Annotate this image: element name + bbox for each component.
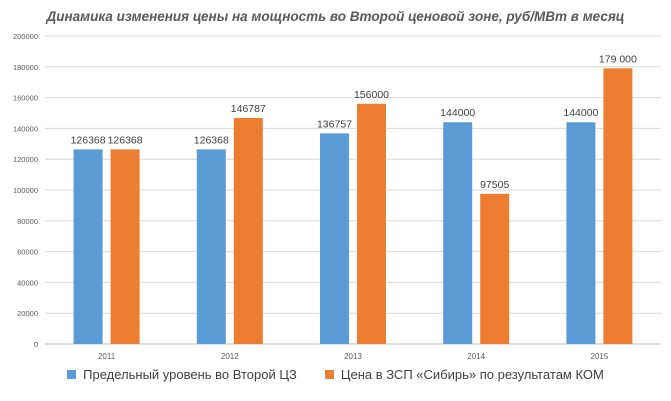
y-tick-label: 160000 [13, 94, 38, 103]
bar-series-2 [110, 149, 140, 344]
data-label: 126368 [194, 134, 229, 146]
y-tick-label: 180000 [13, 63, 38, 72]
legend-label-series-1: Предельный уровень во Второй ЦЗ [83, 367, 297, 382]
x-tick-label: 2013 [344, 352, 362, 361]
x-tick-label: 2015 [591, 352, 609, 361]
legend-swatch-series-1 [67, 370, 77, 379]
y-tick-label: 0 [34, 340, 38, 349]
y-tick-label: 80000 [17, 217, 38, 226]
data-label: 179 000 [599, 53, 637, 65]
data-label: 144000 [563, 107, 598, 119]
bar-series-1 [443, 122, 473, 345]
data-label: 136757 [317, 118, 352, 130]
bar-series-2 [603, 68, 633, 344]
chart-legend: Предельный уровень во Второй ЦЗ Цена в З… [0, 367, 671, 382]
data-label: 146787 [231, 103, 266, 115]
x-tick-label: 2012 [221, 352, 239, 361]
bar-series-2 [357, 103, 386, 344]
data-label: 156000 [354, 89, 389, 101]
x-tick-label: 2014 [467, 352, 485, 361]
y-tick-label: 100000 [13, 186, 38, 195]
data-label: 97505 [480, 179, 509, 191]
data-label: 126368 [71, 134, 106, 146]
x-tick-label: 2011 [98, 352, 116, 361]
bar-series-1 [320, 133, 349, 344]
y-tick-label: 40000 [17, 278, 38, 287]
bar-series-2 [480, 193, 510, 344]
y-tick-label: 20000 [17, 309, 38, 318]
y-tick-label: 140000 [13, 124, 38, 133]
legend-label-series-2: Цена в ЗСП «Сибирь» по результатам КОМ [340, 367, 604, 382]
legend-item-series-1: Предельный уровень во Второй ЦЗ [67, 367, 297, 382]
chart-title: Динамика изменения цены на мощность во В… [46, 9, 625, 24]
legend-item-series-2: Цена в ЗСП «Сибирь» по результатам КОМ [324, 367, 604, 382]
data-label: 144000 [440, 107, 475, 119]
y-tick-label: 200000 [13, 32, 38, 41]
bar-series-2 [233, 117, 263, 344]
data-label: 126368 [108, 134, 143, 146]
bar-series-1 [73, 149, 103, 344]
y-tick-label: 120000 [13, 155, 38, 164]
bar-series-1 [196, 149, 226, 344]
legend-swatch-series-2 [324, 370, 334, 379]
y-tick-label: 60000 [17, 248, 38, 257]
bar-series-1 [566, 122, 596, 345]
